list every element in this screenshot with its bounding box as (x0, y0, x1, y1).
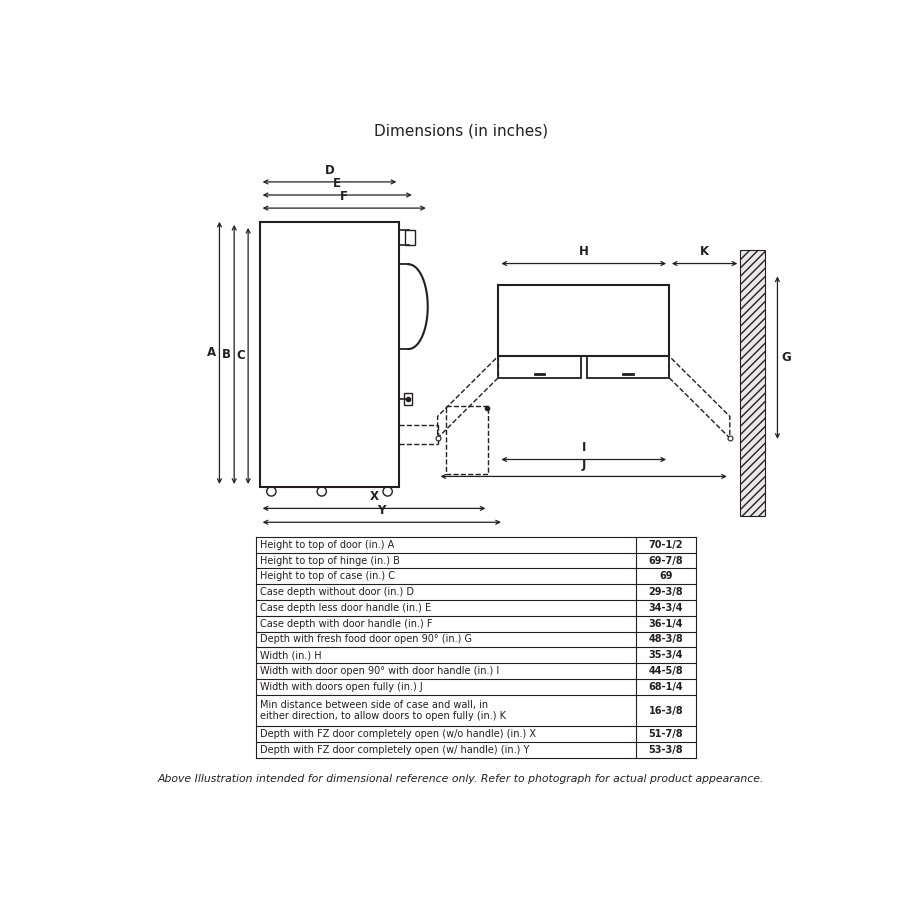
Text: Height to top of case (in.) C: Height to top of case (in.) C (260, 572, 395, 581)
Text: C: C (236, 349, 245, 363)
Bar (499, 285, 669, 356)
Text: 29-3/8: 29-3/8 (649, 587, 683, 597)
Bar (587, 356, 669, 377)
Text: 34-3/4: 34-3/4 (649, 603, 683, 613)
Text: E: E (333, 176, 341, 190)
Text: 51-7/8: 51-7/8 (649, 729, 683, 739)
Text: Case depth without door (in.) D: Case depth without door (in.) D (260, 587, 414, 597)
Text: 53-3/8: 53-3/8 (649, 745, 683, 755)
Text: Width with door open 90° with door handle (in.) I: Width with door open 90° with door handl… (260, 666, 499, 676)
Text: 16-3/8: 16-3/8 (649, 706, 683, 716)
Text: J: J (581, 458, 586, 471)
Text: F: F (340, 190, 348, 203)
Text: Min distance between side of case and wall, in
either direction, to allow doors : Min distance between side of case and wa… (260, 699, 506, 721)
Bar (740, 250, 765, 516)
Text: Width with doors open fully (in.) J: Width with doors open fully (in.) J (260, 682, 422, 692)
Text: X: X (370, 490, 379, 503)
Text: G: G (782, 351, 792, 364)
Text: 36-1/4: 36-1/4 (649, 618, 683, 629)
Text: A: A (207, 346, 216, 359)
Text: 69: 69 (659, 572, 672, 581)
Text: I: I (581, 441, 586, 454)
Bar (260, 222, 400, 487)
Text: Depth with FZ door completely open (w/ handle) (in.) Y: Depth with FZ door completely open (w/ h… (260, 745, 529, 755)
Text: Dimensions (in inches): Dimensions (in inches) (374, 123, 548, 139)
Text: 70-1/2: 70-1/2 (649, 540, 683, 550)
Text: 68-1/4: 68-1/4 (649, 682, 683, 692)
Text: Y: Y (378, 504, 386, 517)
Text: 69-7/8: 69-7/8 (649, 555, 683, 565)
Text: 48-3/8: 48-3/8 (649, 634, 683, 644)
Text: B: B (222, 348, 231, 361)
Bar (404, 393, 411, 405)
Text: Width (in.) H: Width (in.) H (260, 651, 321, 661)
Text: Height to top of hinge (in.) B: Height to top of hinge (in.) B (260, 555, 400, 565)
Text: Depth with fresh food door open 90° (in.) G: Depth with fresh food door open 90° (in.… (260, 634, 472, 644)
Text: Case depth less door handle (in.) E: Case depth less door handle (in.) E (260, 603, 431, 613)
Text: Depth with FZ door completely open (w/o handle) (in.) X: Depth with FZ door completely open (w/o … (260, 729, 536, 739)
Text: Height to top of door (in.) A: Height to top of door (in.) A (260, 540, 394, 550)
Text: 35-3/4: 35-3/4 (649, 651, 683, 661)
Text: K: K (700, 245, 709, 258)
Bar (499, 356, 580, 377)
Text: D: D (325, 164, 335, 176)
Bar (446, 406, 489, 473)
Bar (405, 230, 415, 245)
Text: H: H (579, 245, 589, 258)
Text: Above Illustration intended for dimensional reference only. Refer to photograph : Above Illustration intended for dimensio… (158, 774, 764, 784)
Text: Case depth with door handle (in.) F: Case depth with door handle (in.) F (260, 618, 432, 629)
Text: 44-5/8: 44-5/8 (649, 666, 683, 676)
